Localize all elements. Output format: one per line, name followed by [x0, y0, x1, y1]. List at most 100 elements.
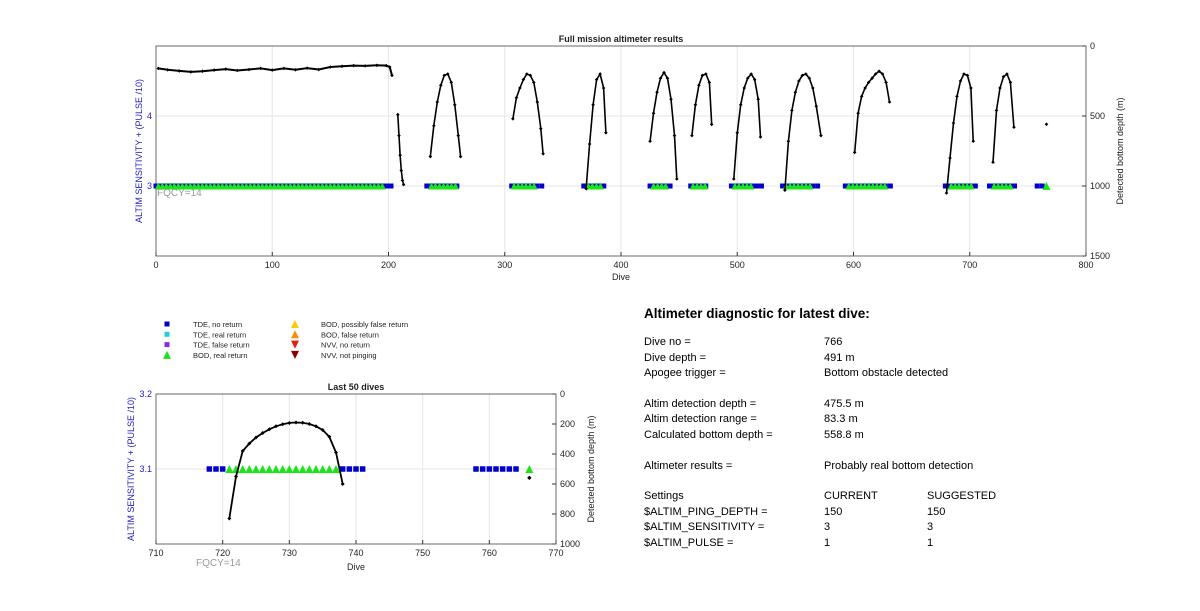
legend-marker-nvv-no-return	[291, 340, 299, 349]
top-depth-point	[998, 86, 1002, 90]
top-depth-point	[1044, 122, 1049, 127]
bottom-bod-real-return-marker	[252, 465, 260, 473]
top-fqcy-annotation: FQCY=14	[157, 188, 202, 199]
top-depth-point	[852, 150, 857, 155]
bottom-bod-real-return-marker	[305, 465, 314, 473]
top-bod-real-return-marker	[747, 182, 755, 190]
top-depth-point	[870, 76, 874, 80]
bottom-fqcy-annotation: FQCY=14	[196, 558, 241, 569]
top-depth-arc	[992, 72, 1015, 163]
bottom-bod-real-return-marker	[332, 465, 340, 473]
dive-no-row: Dive no = 766	[644, 335, 1064, 351]
top-depth-arc	[784, 73, 822, 191]
top-depth-point	[951, 121, 956, 125]
top-depth-arc	[649, 71, 678, 180]
top-depth-point	[690, 133, 694, 138]
top-depth-point	[535, 100, 540, 104]
top-depth-point	[944, 191, 949, 195]
top-surface-depth-point	[177, 69, 182, 73]
top-surface-depth-point	[223, 67, 228, 71]
legend-label-tde-no-return: TDE, no return	[193, 320, 242, 329]
bottom-xtick-label-730: 730	[282, 548, 297, 558]
dive-no-value: 766	[824, 336, 843, 348]
settings-label: Settings	[644, 490, 684, 503]
top-depth-point	[948, 156, 952, 160]
bottom-bod-real-return-marker	[258, 465, 267, 473]
top-tde-no-return-marker	[388, 183, 394, 189]
top-depth-point	[439, 83, 443, 87]
bottom-tde-no-return-marker	[206, 466, 213, 472]
top-tde-no-return-marker	[1039, 183, 1045, 189]
bottom-bod-real-return-marker	[265, 465, 274, 473]
top-depth-point	[397, 133, 401, 138]
bottom-y2tick-label-0: 0	[560, 389, 565, 399]
pulse-suggested: 1	[927, 536, 934, 549]
calc-bottom-row: Calculated bottom depth = 558.8 m	[644, 428, 1064, 444]
bottom-xtick-label-740: 740	[348, 548, 363, 558]
top-tde-no-return-marker	[601, 183, 607, 189]
top-xtick-label-800: 800	[1078, 260, 1093, 270]
top-depth-point	[991, 160, 995, 164]
legend-label-bod-real-return: BOD, real return	[193, 351, 248, 360]
top-depth-point	[1012, 125, 1016, 129]
bottom-tde-no-return-marker	[353, 466, 359, 472]
top-depth-point	[432, 124, 436, 128]
top-depth-point	[672, 133, 677, 138]
bottom-depth-point	[294, 420, 298, 425]
bottom-depth-point	[287, 420, 292, 425]
results-row: Altimeter results = Probably real bottom…	[644, 459, 1064, 475]
top-tde-no-return-marker	[383, 183, 389, 189]
bottom-bod-real-return-marker	[318, 465, 327, 473]
bottom-bod-real-return-marker	[238, 465, 247, 473]
bottom-depth-point	[240, 449, 245, 453]
apogee-row: Apogee trigger = Bottom obstacle detecte…	[644, 366, 1064, 382]
top-surface-depth-point	[351, 63, 356, 68]
bottom-depth-point	[300, 420, 305, 425]
altim-range-label: Altim detection range =	[644, 413, 757, 426]
bottom-depth-point	[247, 441, 252, 446]
top-surface-depth-point	[293, 68, 298, 72]
altim-range-row: Altim detection range = 83.3 m	[644, 412, 1064, 428]
top-xtick-label-700: 700	[962, 260, 977, 270]
top-depth-point	[807, 76, 812, 80]
top-depth-point	[525, 72, 529, 76]
top-depth-point	[884, 80, 888, 85]
bottom-xtick-label-760: 760	[482, 548, 497, 558]
top-ytick-label-3: 3	[147, 181, 152, 191]
top-surface-depth-point	[375, 63, 379, 68]
top-axes-frame	[155, 45, 1087, 257]
bottom-bod-real-return-marker	[325, 465, 334, 473]
top-depth-point	[511, 117, 515, 121]
top-bod-real-return-marker	[881, 182, 889, 190]
bottom-depth-point	[340, 482, 345, 486]
apogee-label: Apogee trigger =	[644, 367, 726, 380]
top-depth-point	[398, 153, 402, 157]
bottom-tde-no-return-marker	[513, 466, 519, 472]
settings-header-row: Settings CURRENT SUGGESTED	[644, 489, 1064, 505]
bottom-bod-real-return-marker	[278, 465, 287, 473]
bottom-depth-point	[267, 427, 272, 432]
bottom-depth-point	[274, 424, 278, 429]
top-depth-point	[811, 86, 815, 90]
top-y-axis-label: ALTIM SENSITIVITY + (PULSE /10)	[134, 79, 144, 223]
bottom-depth-point	[280, 422, 285, 427]
bottom-x-axis-label: Dive	[347, 562, 365, 572]
bottom-depth-point	[260, 431, 265, 435]
top-depth-arc	[853, 70, 891, 153]
top-tde-no-return-marker	[688, 183, 694, 189]
top-y2tick-label-1000: 1000	[1090, 181, 1110, 191]
top-depth-point	[873, 72, 878, 76]
top-surface-depth-point	[305, 66, 309, 70]
top-tde-no-return-marker	[780, 183, 786, 189]
top-surface-depth-point	[282, 66, 286, 71]
bottom-bod-real-return-marker	[225, 465, 234, 473]
legend-label-tde-false-return: TDE, false return	[193, 341, 250, 350]
bottom-y2tick-label-400: 400	[560, 449, 575, 459]
top-surface-depth-point	[212, 68, 216, 72]
top-depth-point	[601, 86, 606, 90]
top-depth-point	[958, 79, 963, 83]
top-tde-no-return-marker	[962, 183, 968, 189]
top-xtick-label-600: 600	[846, 260, 861, 270]
top-tde-no-return-marker	[539, 183, 545, 189]
top-depth-point	[793, 90, 798, 94]
